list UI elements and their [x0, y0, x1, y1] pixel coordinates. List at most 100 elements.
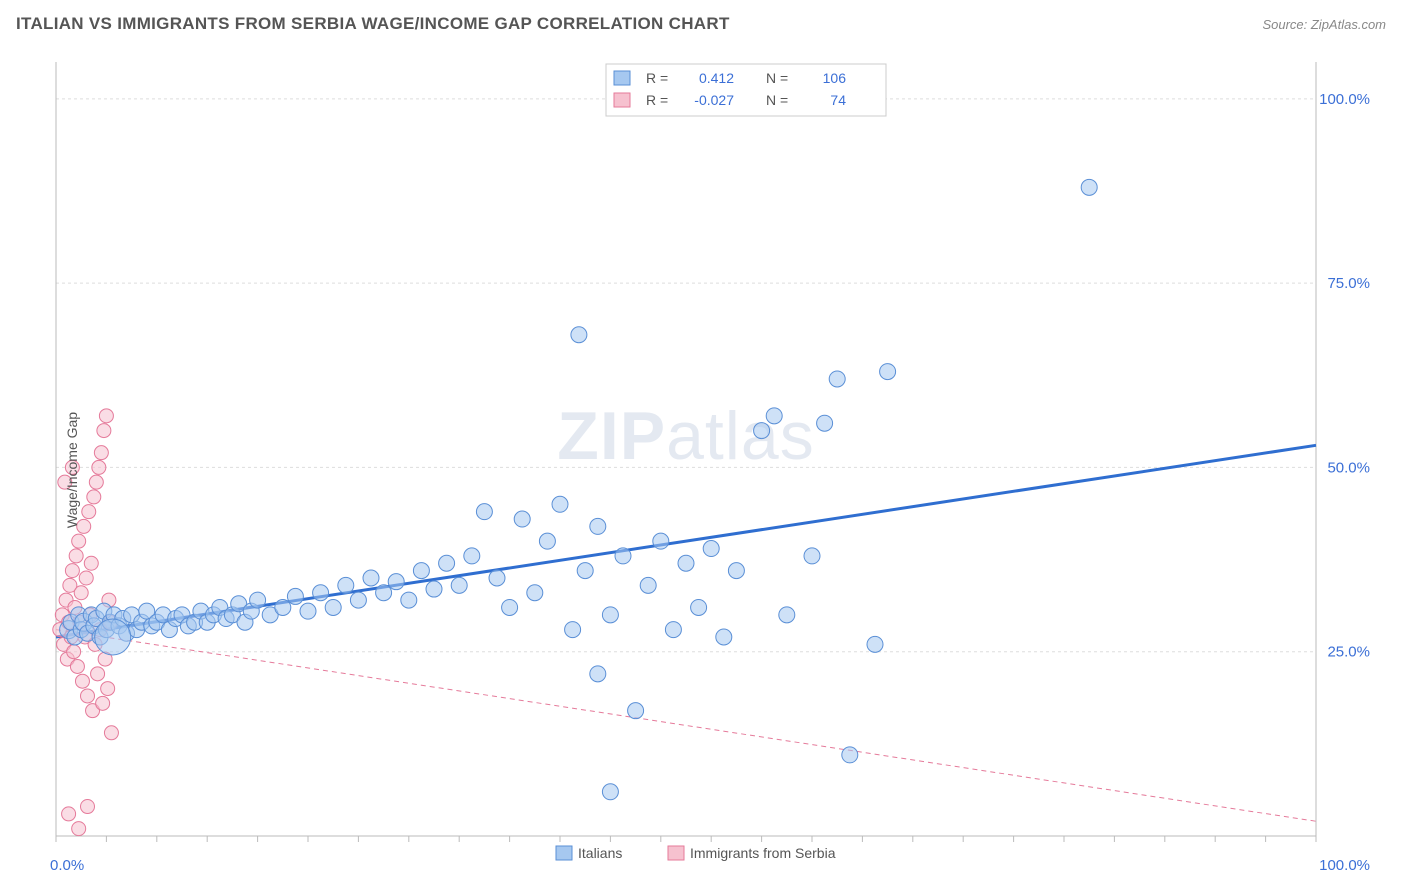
legend-swatch — [614, 93, 630, 107]
data-point — [527, 585, 543, 601]
data-point — [842, 747, 858, 763]
legend-label: Immigrants from Serbia — [690, 845, 836, 861]
y-tick-label: 100.0% — [1319, 91, 1370, 108]
data-point — [104, 726, 118, 740]
data-point — [87, 490, 101, 504]
data-point — [571, 327, 587, 343]
data-point — [728, 563, 744, 579]
data-point — [338, 577, 354, 593]
data-point — [92, 460, 106, 474]
data-point — [628, 703, 644, 719]
data-point — [96, 696, 110, 710]
data-point — [401, 592, 417, 608]
legend-label: Italians — [578, 845, 622, 861]
data-point — [880, 364, 896, 380]
data-point — [300, 603, 316, 619]
y-tick-label: 75.0% — [1327, 275, 1370, 292]
data-point — [451, 577, 467, 593]
x-tick-label: 100.0% — [1319, 857, 1370, 874]
chart-container: Wage/Income Gap 25.0%50.0%75.0%100.0%0.0… — [0, 48, 1406, 892]
data-point — [79, 571, 93, 585]
y-axis-label: Wage/Income Gap — [64, 412, 80, 528]
legend-swatch — [668, 846, 684, 860]
data-point — [565, 622, 581, 638]
scatter-chart: 25.0%50.0%75.0%100.0%0.0%100.0%ZIPatlasR… — [0, 48, 1406, 892]
data-point — [514, 511, 530, 527]
data-point — [81, 689, 95, 703]
data-point — [388, 574, 404, 590]
data-point — [101, 682, 115, 696]
stats-text: 74 — [830, 92, 846, 108]
data-point — [89, 475, 103, 489]
stats-text: N = — [766, 92, 788, 108]
data-point — [1081, 179, 1097, 195]
data-point — [350, 592, 366, 608]
data-point — [75, 674, 89, 688]
data-point — [84, 556, 98, 570]
data-point — [72, 822, 86, 836]
x-tick-label: 0.0% — [50, 857, 84, 874]
data-point — [325, 599, 341, 615]
data-point — [703, 541, 719, 557]
y-tick-label: 25.0% — [1327, 644, 1370, 661]
stats-text: R = — [646, 92, 668, 108]
data-point — [97, 424, 111, 438]
data-point — [653, 533, 669, 549]
trend-line — [56, 630, 1316, 822]
chart-source: Source: ZipAtlas.com — [1262, 17, 1386, 32]
data-point — [640, 577, 656, 593]
data-point — [602, 607, 618, 623]
stats-text: R = — [646, 70, 668, 86]
data-point — [95, 619, 131, 655]
data-point — [867, 636, 883, 652]
data-point — [313, 585, 329, 601]
data-point — [716, 629, 732, 645]
data-point — [766, 408, 782, 424]
data-point — [99, 409, 113, 423]
data-point — [69, 549, 83, 563]
data-point — [665, 622, 681, 638]
data-point — [602, 784, 618, 800]
data-point — [678, 555, 694, 571]
data-point — [74, 586, 88, 600]
data-point — [363, 570, 379, 586]
data-point — [539, 533, 555, 549]
data-point — [577, 563, 593, 579]
data-point — [250, 592, 266, 608]
stats-text: 106 — [823, 70, 847, 86]
data-point — [590, 518, 606, 534]
data-point — [81, 800, 95, 814]
legend-swatch — [556, 846, 572, 860]
data-point — [464, 548, 480, 564]
data-point — [804, 548, 820, 564]
data-point — [489, 570, 505, 586]
data-point — [754, 423, 770, 439]
data-point — [502, 599, 518, 615]
legend-swatch — [614, 71, 630, 85]
data-point — [615, 548, 631, 564]
data-point — [62, 807, 76, 821]
stats-text: N = — [766, 70, 788, 86]
chart-header: ITALIAN VS IMMIGRANTS FROM SERBIA WAGE/I… — [0, 0, 1406, 48]
data-point — [426, 581, 442, 597]
y-tick-label: 50.0% — [1327, 459, 1370, 476]
stats-text: 0.412 — [699, 70, 734, 86]
data-point — [91, 667, 105, 681]
data-point — [829, 371, 845, 387]
data-point — [590, 666, 606, 682]
data-point — [287, 588, 303, 604]
data-point — [691, 599, 707, 615]
stats-text: -0.027 — [694, 92, 734, 108]
data-point — [817, 415, 833, 431]
data-point — [275, 599, 291, 615]
data-point — [376, 585, 392, 601]
data-point — [67, 645, 81, 659]
data-point — [476, 504, 492, 520]
data-point — [552, 496, 568, 512]
data-point — [65, 564, 79, 578]
data-point — [70, 659, 84, 673]
chart-title: ITALIAN VS IMMIGRANTS FROM SERBIA WAGE/I… — [16, 14, 730, 34]
data-point — [72, 534, 86, 548]
data-point — [439, 555, 455, 571]
data-point — [82, 505, 96, 519]
